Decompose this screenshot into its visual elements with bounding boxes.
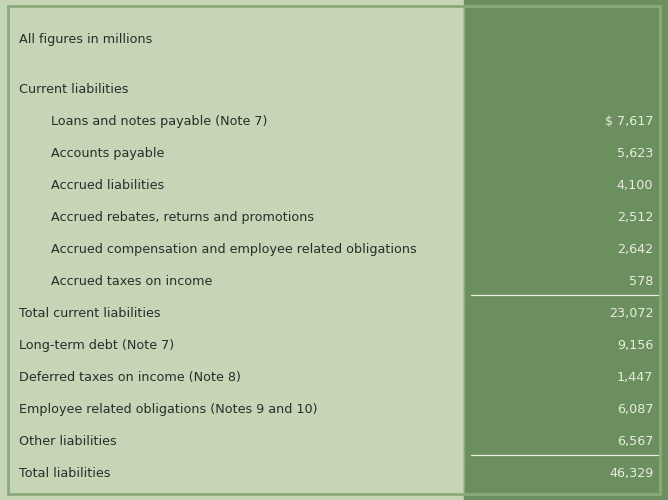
Text: Other liabilities: Other liabilities [19,435,116,448]
Text: 1,447: 1,447 [617,371,653,384]
Text: 6,087: 6,087 [617,403,653,416]
Text: Accrued liabilities: Accrued liabilities [51,179,164,192]
Text: Accrued rebates, returns and promotions: Accrued rebates, returns and promotions [51,211,314,224]
Text: 578: 578 [629,275,653,288]
Text: Total liabilities: Total liabilities [19,467,110,480]
Text: 23,072: 23,072 [609,307,653,320]
Text: Accrued compensation and employee related obligations: Accrued compensation and employee relate… [51,243,417,256]
Text: Employee related obligations (Notes 9 and 10): Employee related obligations (Notes 9 an… [19,403,317,416]
Text: All figures in millions: All figures in millions [19,34,152,46]
Text: Total current liabilities: Total current liabilities [19,307,160,320]
Text: 46,329: 46,329 [609,467,653,480]
Text: Deferred taxes on income (Note 8): Deferred taxes on income (Note 8) [19,371,240,384]
Text: Current liabilities: Current liabilities [19,83,128,96]
Text: 4,100: 4,100 [617,179,653,192]
Text: Accounts payable: Accounts payable [51,147,164,160]
Text: Accrued taxes on income: Accrued taxes on income [51,275,212,288]
Text: 2,642: 2,642 [617,243,653,256]
Text: 9,156: 9,156 [617,339,653,352]
Text: 5,623: 5,623 [617,147,653,160]
Text: 6,567: 6,567 [617,435,653,448]
Text: $ 7,617: $ 7,617 [605,115,653,128]
Text: Loans and notes payable (Note 7): Loans and notes payable (Note 7) [51,115,267,128]
Text: 2,512: 2,512 [617,211,653,224]
Text: Long-term debt (Note 7): Long-term debt (Note 7) [19,339,174,352]
